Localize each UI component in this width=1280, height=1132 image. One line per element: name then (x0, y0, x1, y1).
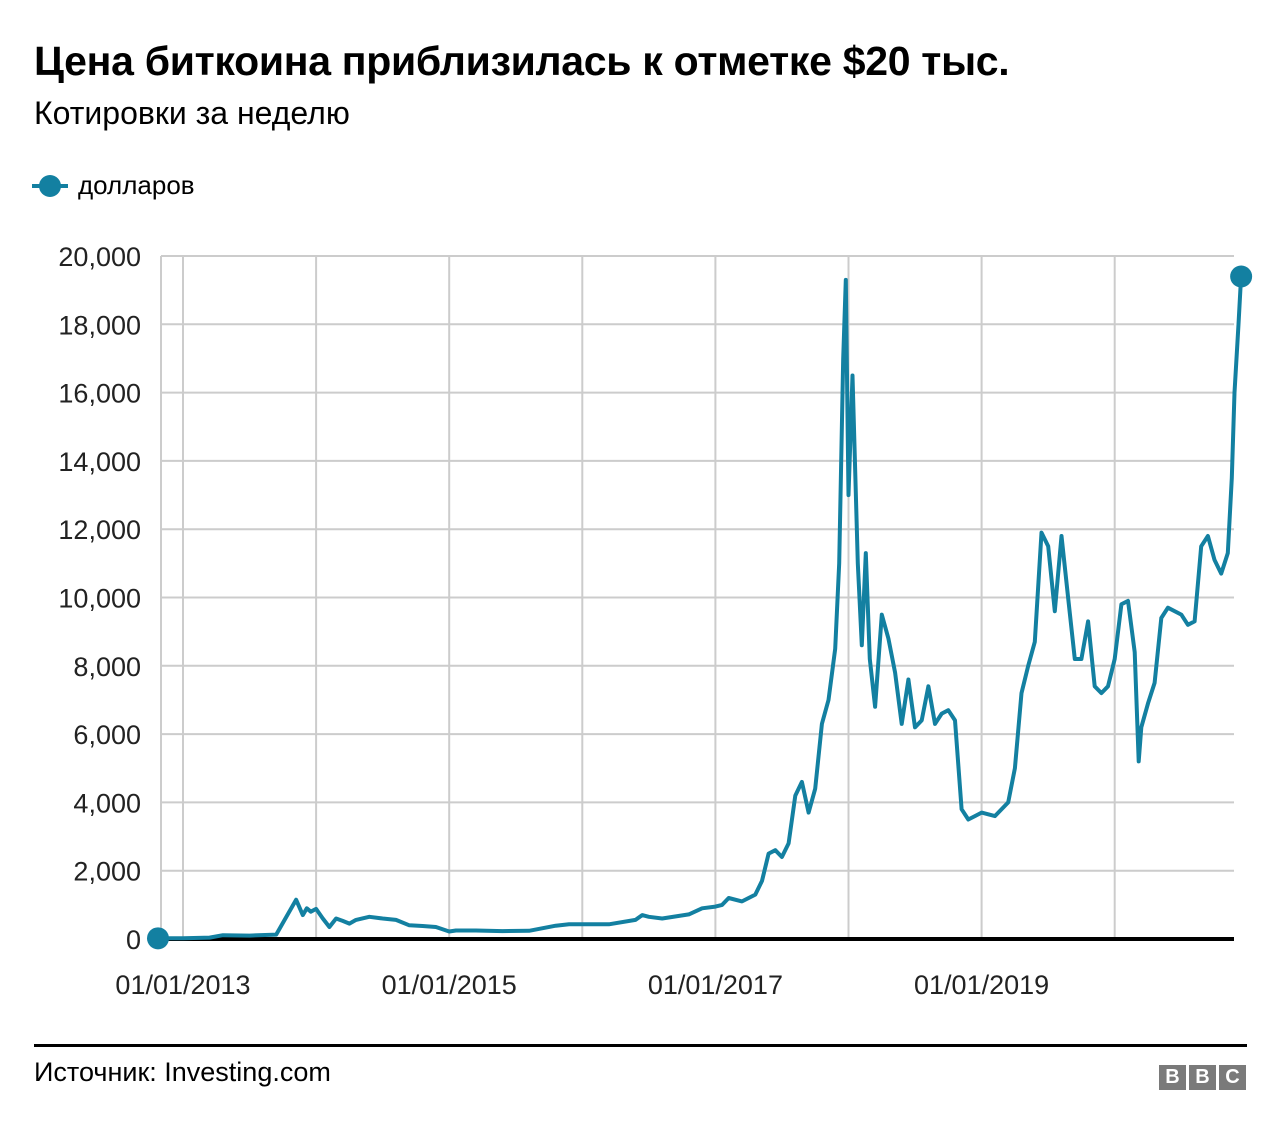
chart-title: Цена биткоина приблизилась к отметке $20… (34, 38, 1010, 84)
x-tick-label: 01/01/2017 (648, 970, 783, 1000)
footer-divider (34, 1044, 1247, 1047)
chart-subtitle: Котировки за неделю (34, 95, 350, 131)
x-tick-label: 01/01/2013 (115, 970, 250, 1000)
y-tick-label: 10,000 (58, 584, 141, 614)
legend: долларов (32, 170, 195, 201)
y-tick-label: 12,000 (58, 515, 141, 545)
source-note: Источник: Investing.com (34, 1057, 331, 1087)
y-tick-label: 14,000 (58, 447, 141, 477)
y-tick-label: 20,000 (58, 242, 141, 272)
legend-label: долларов (78, 170, 195, 200)
line-chart: 0 2,000 4,000 6,000 8,000 10,000 12,000 14,000 1… (58, 242, 1253, 1000)
y-tick-label: 2,000 (73, 857, 141, 887)
y-tick-label: 18,000 (58, 310, 141, 340)
y-tick-label: 16,000 (58, 379, 141, 409)
y-tick-label: 0 (126, 925, 141, 955)
legend-marker-icon (32, 172, 68, 200)
end-point-marker (1230, 265, 1253, 288)
start-point-marker (147, 927, 169, 950)
x-tick-label: 01/01/2015 (382, 970, 517, 1000)
y-tick-label: 8,000 (73, 652, 141, 682)
price-line (160, 276, 1244, 941)
x-tick-label: 01/01/2019 (914, 970, 1049, 1000)
y-tick-label: 4,000 (73, 788, 141, 818)
bbc-logo: B B C (1159, 1065, 1246, 1090)
y-tick-label: 6,000 (73, 720, 141, 750)
